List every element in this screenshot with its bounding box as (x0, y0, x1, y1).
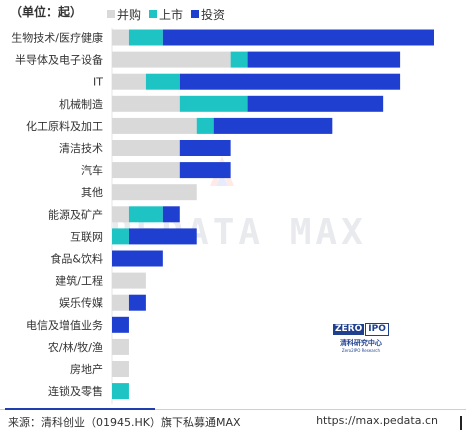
chart-legend: 并购 上市 投资 (107, 6, 233, 22)
bar-ma-4 (112, 117, 197, 134)
category-label-11: 建筑/工程 (55, 274, 103, 288)
brand-name-cn: 清科研究中心 (339, 339, 382, 347)
legend-label-investment: 投资 (201, 7, 226, 22)
bar-ma-12 (112, 294, 129, 311)
category-label-8: 能源及矿产 (48, 207, 103, 221)
bar-investment-12 (128, 294, 146, 311)
bar-investment-6 (179, 162, 231, 179)
category-label-14: 农/林/牧/渔 (48, 340, 103, 354)
brand-name-en: Zero2IPO Research (341, 348, 380, 353)
footer-divider (0, 409, 466, 410)
unit-label: （单位：起） (10, 5, 83, 19)
bar-investment-5 (179, 140, 231, 156)
bar-investment-2 (179, 73, 401, 90)
legend-item-ipo: 上市 (149, 6, 183, 23)
legend-label-ipo: 上市 (159, 7, 184, 22)
bar-ipo-8 (128, 206, 163, 223)
legend-item-investment: 投资 (191, 6, 225, 23)
bar-ma-2 (112, 73, 146, 90)
category-label-9: 互联网 (70, 230, 103, 243)
bar-ma-7 (112, 184, 197, 201)
legend-label-ma: 并购 (117, 7, 142, 22)
bar-ma-8 (112, 206, 129, 223)
category-label-13: 电信及增值业务 (26, 318, 103, 332)
watermark-logo (210, 156, 234, 186)
category-label-3: 机械制造 (59, 97, 103, 111)
bar-ma-6 (112, 162, 180, 179)
brand-logo: ZERO IPO 清科研究中心 Zero2IPO Research (333, 323, 389, 353)
legend-swatch-ma (107, 10, 115, 18)
bar-ma-1 (112, 51, 231, 68)
category-label-15: 房地产 (70, 362, 103, 376)
bar-ipo-16 (112, 383, 129, 400)
category-label-12: 娱乐传媒 (59, 296, 103, 310)
bar-ma-5 (112, 140, 180, 156)
bar-investment-0 (162, 29, 434, 46)
category-label-5: 清洁技术 (59, 142, 103, 155)
bar-ipo-4 (196, 117, 214, 134)
category-label-1: 半导体及电子设备 (15, 53, 103, 67)
category-label-4: 化工原料及加工 (26, 119, 103, 133)
bar-ma-0 (112, 29, 129, 46)
bar-ipo-2 (145, 73, 180, 90)
legend-item-ma: 并购 (107, 6, 141, 23)
bar-investment-4 (213, 117, 333, 134)
bar-ipo-0 (128, 29, 163, 46)
bar-ipo-1 (230, 51, 248, 68)
source-note: 来源：清科创业（01945.HK）旗下私募通MAX (8, 416, 241, 429)
brand-mark: ZERO IPO (333, 323, 389, 336)
bar-ma-15 (112, 361, 129, 377)
category-label-16: 连锁及零售 (48, 384, 103, 398)
category-label-7: 其他 (81, 186, 103, 199)
bar-ma-3 (112, 95, 180, 112)
bar-ipo-3 (179, 95, 248, 112)
category-label-2: IT (93, 76, 103, 89)
category-label-10: 食品&饮料 (50, 252, 103, 266)
bar-investment-8 (162, 206, 180, 223)
brand-logo-left: ZERO (333, 324, 365, 335)
bar-ma-11 (112, 272, 146, 289)
bar-investment-10 (112, 250, 163, 267)
footer-accent-line (5, 408, 155, 410)
brand-logo-right: IPO (365, 323, 389, 336)
category-label-0: 生物技术/医疗健康 (11, 31, 103, 45)
bar-investment-3 (247, 95, 384, 112)
legend-swatch-ipo (149, 10, 158, 18)
bar-ipo-9 (112, 228, 129, 245)
edge-marker (460, 416, 462, 430)
bar-investment-1 (247, 51, 401, 68)
bar-ma-14 (112, 338, 129, 355)
bar-investment-13 (112, 316, 129, 333)
bar-investment-9 (128, 228, 197, 245)
bars-group (112, 29, 434, 400)
source-url: https://max.pedata.cn (316, 414, 438, 427)
legend-swatch-investment (191, 10, 200, 18)
category-label-6: 汽车 (81, 163, 103, 177)
